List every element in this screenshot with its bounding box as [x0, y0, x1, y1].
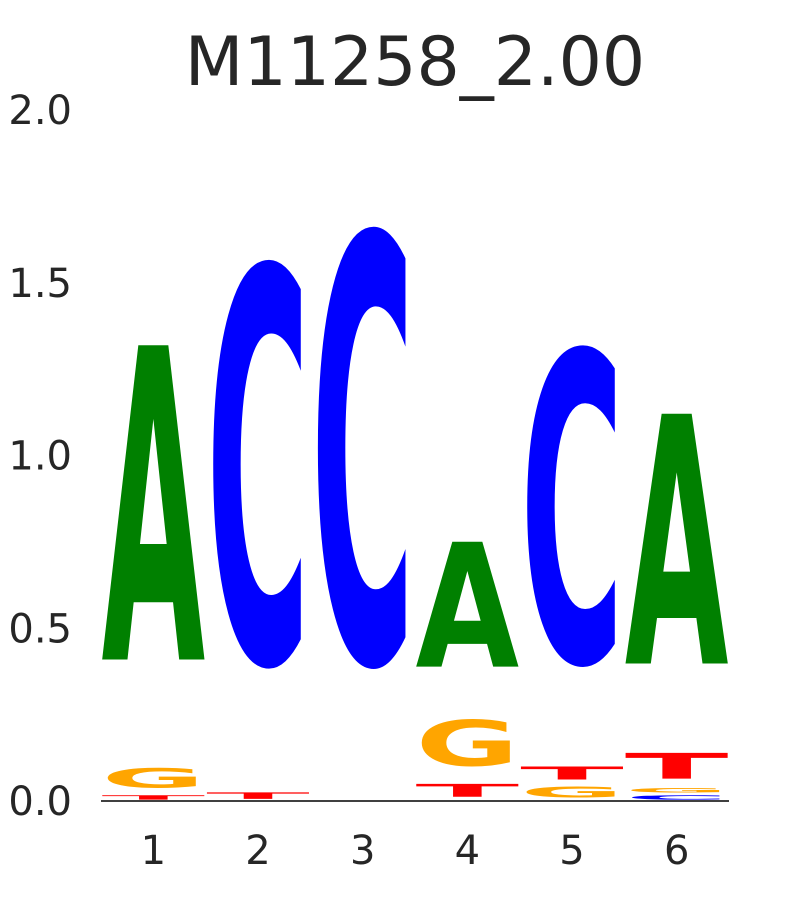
- logo-letter-t: T: [520, 763, 624, 784]
- logo-letter-g: G: [520, 784, 624, 801]
- y-tick-label: 0.5: [8, 606, 72, 652]
- y-tick-label: 1.0: [8, 434, 72, 480]
- logo-letter-c: C: [520, 266, 624, 761]
- logo-letter-a: A: [102, 261, 207, 762]
- logo-letter-a: A: [625, 347, 730, 745]
- logo-letter-g: G: [416, 709, 520, 781]
- x-axis-ticks: 1 2 3 4 5 6: [141, 828, 690, 874]
- logo-letter-c: C: [625, 794, 729, 801]
- x-tick-label: 2: [245, 828, 270, 874]
- logo-letter-t: T: [625, 746, 729, 787]
- y-tick-label: 0.0: [8, 779, 72, 825]
- logo-letter-c: C: [206, 160, 310, 789]
- logo-letter-a: A: [416, 508, 520, 707]
- x-tick-label: 1: [141, 828, 166, 874]
- y-tick-label: 2.0: [8, 88, 72, 134]
- logo-letter-t: T: [206, 791, 310, 801]
- logo-letter-g: G: [625, 787, 729, 794]
- y-tick-label: 1.5: [8, 261, 72, 307]
- logo-letter-g: G: [102, 763, 206, 794]
- x-tick-label: 5: [559, 828, 584, 874]
- logo-letter-t: T: [416, 780, 520, 801]
- x-tick-label: 3: [350, 828, 375, 874]
- logo-letter-c: C: [311, 119, 415, 799]
- chart-title: M11258_2.00: [185, 23, 645, 102]
- logo-letter-t: T: [102, 794, 206, 801]
- y-axis-ticks: 0.0 0.5 1.0 1.5 2.0: [8, 88, 72, 825]
- x-tick-label: 6: [664, 828, 689, 874]
- x-tick-label: 4: [455, 828, 480, 874]
